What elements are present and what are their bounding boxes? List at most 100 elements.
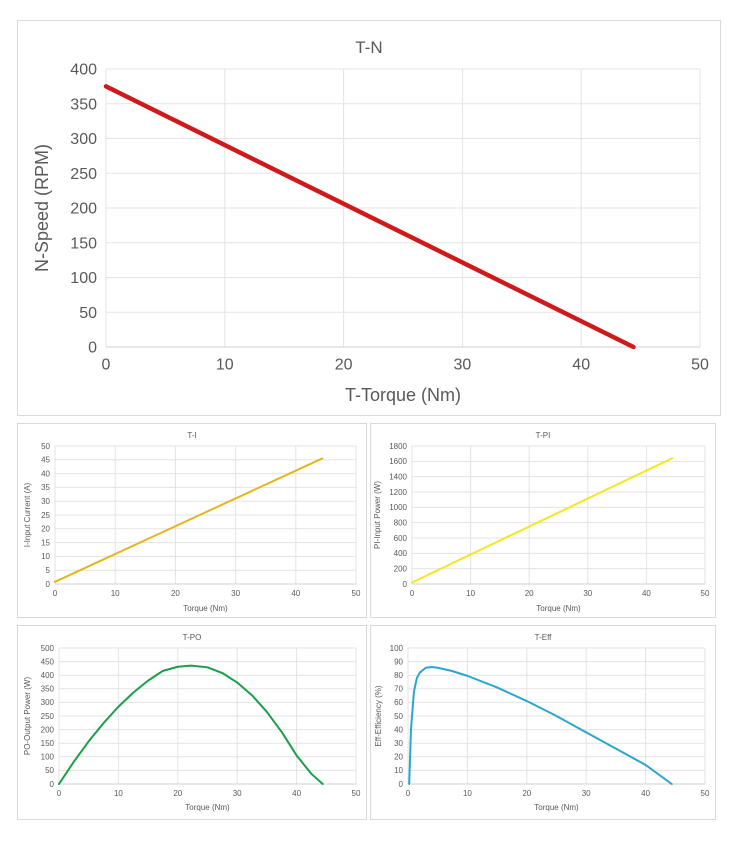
series-line [411,457,674,584]
y-tick-label: 250 [41,712,55,721]
x-tick-label: 30 [231,589,240,598]
series-line [58,664,324,785]
y-tick-label: 30 [394,739,403,748]
y-axis-label: PO-Output Power (W) [23,677,32,756]
x-tick-label: 0 [53,589,58,598]
x-tick-label: 0 [406,789,411,798]
x-tick-label: 10 [466,589,475,598]
y-tick-label: 1600 [389,457,407,466]
x-tick-label: 10 [216,357,234,374]
y-tick-label: 90 [394,657,403,666]
series-line [54,457,324,583]
y-tick-label: 30 [41,497,50,506]
x-tick-label: 20 [173,789,182,798]
y-tick-label: 350 [41,685,55,694]
y-tick-label: 200 [41,725,55,734]
y-tick-label: 100 [390,644,404,653]
y-tick-label: 60 [394,698,403,707]
y-axis-label: I-Input Current (A) [23,482,32,547]
y-tick-label: 500 [41,644,55,653]
x-tick-label: 10 [111,589,120,598]
chart-title: T-PI [536,431,551,440]
chart-tpi: T-PI 0 200 400 600 800 1000 1200 1400 1600 1800 0 10… [373,431,710,613]
chart-ti: T-I 0 5 10 15 20 25 30 35 40 45 50 0 10 20 30 40 50 Torque… [23,431,361,613]
x-tick-label: 10 [114,789,123,798]
y-axis-label: PI-Input Power (W) [373,481,382,549]
y-tick-label: 25 [41,511,50,520]
y-tick-label: 45 [41,456,50,465]
y-axis-label: N-Speed (RPM) [32,144,52,272]
x-tick-label: 0 [102,357,111,374]
y-tick-label: 5 [46,566,51,575]
x-tick-label: 20 [522,789,531,798]
y-tick-label: 400 [41,671,55,680]
x-axis-label: Torque (Nm) [183,604,228,613]
x-tick-label: 10 [463,789,472,798]
x-tick-label: 30 [454,357,472,374]
x-tick-label: 40 [572,357,590,374]
y-tick-label: 300 [41,698,55,707]
y-tick-label: 450 [41,657,55,666]
chart-tn: T-N 0 50 100 150 200 250 300 350 400 0 10 20 30 40 50 T-… [32,38,709,405]
x-tick-label: 0 [57,789,62,798]
y-tick-label: 300 [70,131,97,148]
y-tick-label: 50 [45,766,54,775]
x-tick-label: 50 [352,589,361,598]
x-tick-label: 30 [583,589,592,598]
x-tick-label: 20 [335,357,353,374]
y-tick-label: 600 [394,534,408,543]
chart-title: T-PO [183,633,202,642]
y-tick-label: 70 [394,685,403,694]
x-axis-label: Torque (Nm) [185,803,230,812]
chart-teff-panel: T-Eff 0 10 20 30 40 50 60 70 80 90 100 0 10 20 30 40 50 To… [370,625,716,820]
y-tick-label: 400 [70,62,97,79]
y-tick-label: 20 [41,525,50,534]
y-tick-label: 200 [394,564,408,573]
series-line [103,84,636,350]
x-tick-label: 0 [410,589,415,598]
y-tick-label: 10 [394,766,403,775]
y-tick-label: 1200 [389,488,407,497]
y-tick-label: 0 [399,780,404,789]
x-tick-label: 40 [642,589,651,598]
x-tick-label: 30 [233,789,242,798]
y-tick-label: 35 [41,483,50,492]
y-tick-label: 1400 [389,472,407,481]
x-axis-label: Torque (Nm) [534,803,579,812]
y-tick-label: 100 [70,270,97,287]
x-tick-label: 50 [691,357,709,374]
y-tick-label: 40 [41,469,50,478]
chart-ti-panel: T-I 0 5 10 15 20 25 30 35 40 45 50 0 10 20 30 40 50 Torque… [17,423,367,618]
y-tick-label: 100 [41,753,55,762]
y-tick-label: 50 [394,712,403,721]
y-tick-label: 40 [394,725,403,734]
x-tick-label: 50 [352,789,361,798]
y-tick-label: 250 [70,166,97,183]
x-tick-label: 40 [292,789,301,798]
chart-tpo: T-PO 0 50 100 150 200 250 300 350 400 450 500 0 10 20 3… [23,633,361,812]
y-tick-label: 150 [41,739,55,748]
x-tick-label: 20 [525,589,534,598]
x-tick-label: 30 [582,789,591,798]
chart-title: T-N [355,38,382,57]
y-tick-label: 80 [394,671,403,680]
chart-title: T-Eff [535,633,553,642]
y-axis-label: Eff-Efficiency (%) [374,685,383,746]
y-tick-label: 1800 [389,442,407,451]
chart-tpo-panel: T-PO 0 50 100 150 200 250 300 350 400 450 500 0 10 20 3… [17,625,367,820]
y-tick-label: 150 [70,235,97,252]
x-axis-label: Torque (Nm) [536,604,581,613]
x-tick-label: 20 [171,589,180,598]
y-tick-label: 15 [41,538,50,547]
series-line [408,666,673,785]
y-tick-label: 1000 [389,503,407,512]
y-tick-label: 800 [394,518,408,527]
x-tick-label: 50 [701,789,710,798]
y-tick-label: 0 [403,580,408,589]
y-tick-label: 10 [41,552,50,561]
chart-tn-panel: T-N 0 50 100 150 200 250 300 350 400 0 10 20 30 40 50 T-… [17,20,721,416]
y-tick-label: 200 [70,201,97,218]
x-tick-label: 40 [291,589,300,598]
y-tick-label: 0 [46,580,51,589]
x-tick-label: 50 [701,589,710,598]
